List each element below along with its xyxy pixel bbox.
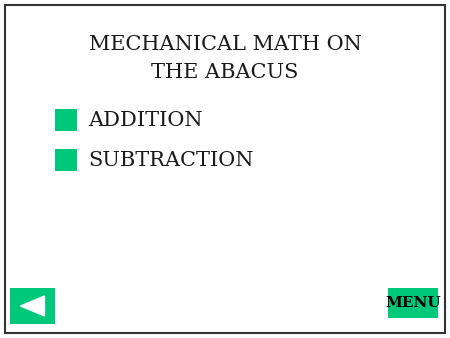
Text: ADDITION: ADDITION (88, 111, 202, 129)
Bar (388, 288, 438, 318)
Bar (55, 149, 77, 171)
Bar (10, 288, 55, 324)
Text: MECHANICAL MATH ON: MECHANICAL MATH ON (89, 35, 361, 54)
Text: THE ABACUS: THE ABACUS (151, 63, 299, 81)
Polygon shape (21, 296, 45, 316)
Text: MENU: MENU (385, 296, 441, 310)
Bar (55, 109, 77, 131)
Text: SUBTRACTION: SUBTRACTION (88, 150, 253, 169)
